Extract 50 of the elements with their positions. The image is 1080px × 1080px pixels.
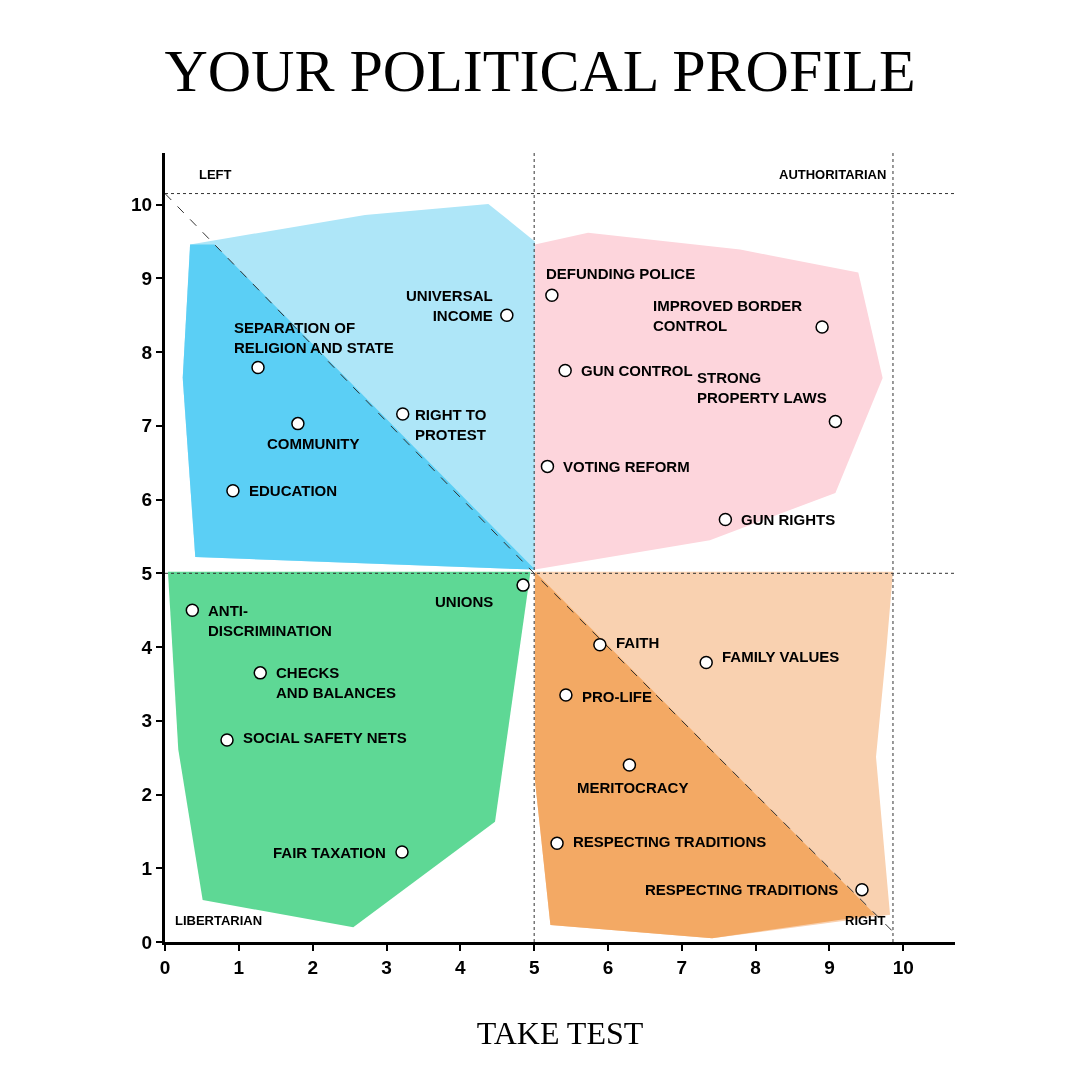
annotation: SOCIAL SAFETY NETS bbox=[243, 729, 407, 746]
x-tick-label: 10 bbox=[892, 956, 914, 978]
annotation: GUN RIGHTS bbox=[741, 511, 836, 528]
x-tick-label: 8 bbox=[750, 956, 761, 978]
x-tick-label: 0 bbox=[159, 956, 171, 978]
annotation: RESPECTING TRADITIONS bbox=[573, 833, 767, 850]
annotation: COMMUNITY bbox=[267, 435, 360, 452]
annotation: UNIONS bbox=[435, 593, 494, 610]
x-tick-label: 2 bbox=[307, 956, 318, 978]
annotation: ANTI- DISCRIMINATION bbox=[208, 602, 332, 639]
x-tick-label: 3 bbox=[381, 956, 392, 978]
annotation: LIBERTARIAN bbox=[175, 913, 263, 928]
x-axis-title: TAKE TEST bbox=[476, 1014, 644, 1051]
annotation: FAMILY VALUES bbox=[722, 648, 840, 665]
chart-title: YOUR POLITICAL PROFILE bbox=[164, 37, 916, 104]
annotation: VOTING REFORM bbox=[563, 458, 690, 475]
x-tick-label: 7 bbox=[676, 956, 688, 978]
annotation: FAIR TAXATION bbox=[273, 844, 386, 861]
y-tick-label: 1 bbox=[141, 857, 153, 879]
y-tick-label: 5 bbox=[141, 562, 153, 584]
annotation: IMPROVED BORDER CONTROL bbox=[653, 297, 803, 334]
annotation: CHECKS AND BALANCES bbox=[276, 664, 396, 701]
annotation: UNIVERSAL INCOME bbox=[406, 287, 493, 324]
x-tick-label: 1 bbox=[233, 956, 245, 978]
annotation: RIGHT TO PROTEST bbox=[415, 406, 487, 443]
annotation: DEFUNDING POLICE bbox=[546, 265, 696, 282]
annotation: GUN CONTROL bbox=[581, 362, 693, 379]
annotation: FAITH bbox=[616, 634, 660, 651]
annotation: AUTHORITARIAN bbox=[779, 167, 887, 182]
y-tick-label: 10 bbox=[131, 194, 153, 216]
annotation: STRONG PROPERTY LAWS bbox=[697, 369, 827, 406]
annotation: PRO-LIFE bbox=[582, 688, 652, 705]
annotation: MERITOCRACY bbox=[577, 779, 689, 796]
y-tick-label: 8 bbox=[141, 341, 153, 363]
x-tick-label: 4 bbox=[455, 956, 467, 978]
annotation: EDUCATION bbox=[249, 482, 338, 499]
x-tick-label: 9 bbox=[824, 956, 835, 978]
y-tick-label: 3 bbox=[141, 710, 153, 732]
x-tick-label: 5 bbox=[528, 956, 540, 978]
y-tick-label: 6 bbox=[141, 489, 153, 511]
y-tick-label: 2 bbox=[141, 784, 153, 806]
y-tick-label: 0 bbox=[141, 931, 153, 953]
annotation: RESPECTING TRADITIONS bbox=[645, 881, 839, 898]
y-tick-label: 4 bbox=[141, 636, 153, 658]
y-tick-label: 9 bbox=[141, 268, 153, 290]
y-tick-label: 7 bbox=[141, 415, 153, 437]
annotation: RIGHT bbox=[845, 913, 886, 928]
x-tick-label: 6 bbox=[602, 956, 614, 978]
annotation: SEPARATION OF RELIGION AND STATE bbox=[234, 319, 394, 356]
annotation: LEFT bbox=[199, 167, 232, 182]
